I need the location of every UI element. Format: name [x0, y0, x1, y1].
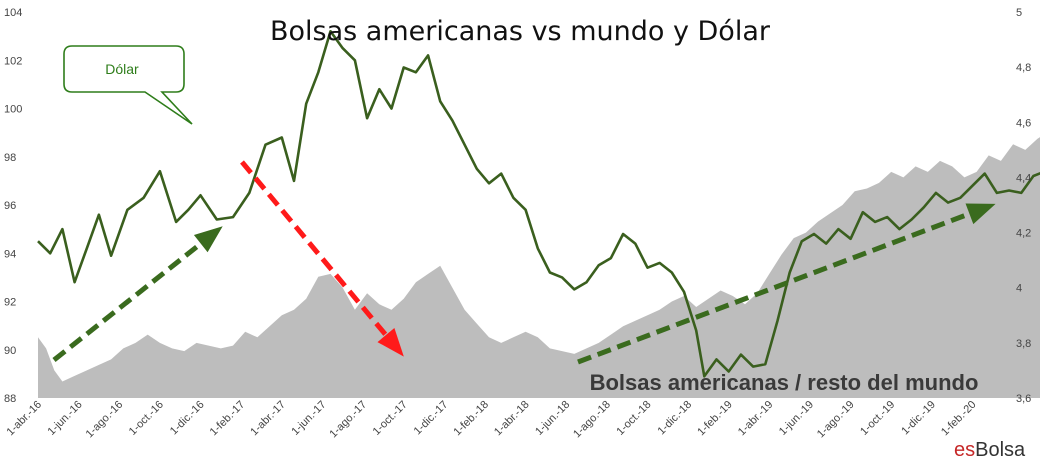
x-tick-label: 1-jun.-16 — [46, 399, 85, 438]
chart-title: Bolsas americanas vs mundo y Dólar — [270, 16, 771, 47]
left-tick-label: 100 — [4, 104, 22, 116]
brand-name: Bolsa — [975, 439, 1026, 461]
area-series-layer — [38, 137, 1040, 398]
x-tick-label: 1-abr.-19 — [736, 399, 776, 439]
x-tick-label: 1-jun.-18 — [533, 399, 572, 438]
callout-label: Dólar — [105, 61, 139, 77]
right-axis-ticks: 3,6 3,8 4 4,2 4,4 4,6 4,8 5 — [1016, 7, 1031, 405]
x-tick-label: 1-feb.-17 — [208, 399, 248, 439]
left-tick-label: 92 — [4, 297, 16, 309]
left-tick-label: 90 — [4, 345, 16, 357]
right-tick-label: 3,6 — [1016, 393, 1031, 405]
brand-logo: esBolsa — [954, 439, 1026, 461]
x-tick-label: 1-dic.-19 — [899, 399, 938, 438]
x-tick-label: 1-feb.-19 — [695, 399, 735, 439]
x-tick-label: 1-jun.-17 — [289, 399, 328, 438]
area-series — [38, 137, 1040, 398]
x-tick-label: 1-dic.-18 — [655, 399, 694, 438]
x-tick-label: 1-abr.-17 — [248, 399, 288, 439]
dolar-line — [37, 30, 1040, 378]
brand-es: es — [954, 439, 975, 461]
line-series-layer — [37, 30, 1040, 378]
svg-text:esBolsa: esBolsa — [954, 439, 1026, 461]
x-tick-label: 1-ago.-16 — [84, 399, 126, 441]
x-tick-label: 1-abr.-18 — [492, 399, 532, 439]
x-tick-label: 1-dic.-17 — [412, 399, 451, 438]
left-axis-ticks: 88 90 92 94 96 98 100 102 104 — [4, 7, 22, 405]
green-arrow-right-head — [965, 203, 996, 225]
callout-bubble — [63, 45, 193, 125]
trend-arrows — [52, 160, 996, 365]
x-tick-label: 1-feb.-18 — [451, 399, 491, 439]
x-tick-label: 1-oct.-19 — [858, 399, 897, 438]
left-tick-label: 98 — [4, 152, 16, 164]
x-tick-label: 1-ago.-18 — [571, 399, 613, 441]
left-tick-label: 88 — [4, 393, 16, 405]
left-tick-label: 94 — [4, 248, 16, 260]
right-tick-label: 4,4 — [1016, 172, 1031, 184]
x-tick-label: 1-oct.-16 — [127, 399, 166, 438]
x-axis-ticks: 1-abr.-16 1-jun.-161-ago.-16 1-oct.-16 1-di… — [5, 399, 979, 441]
x-tick-label: 1-ago.-17 — [327, 399, 369, 441]
red-arrow-shaft — [240, 160, 388, 337]
red-arrow-head — [377, 328, 404, 357]
green-arrow-left-shaft — [52, 241, 203, 362]
x-tick-label: 1-ago.-19 — [815, 399, 857, 441]
x-tick-label: 1-jun.-19 — [777, 399, 816, 438]
right-tick-label: 5 — [1016, 7, 1022, 19]
dolar-callout: Dólar — [63, 45, 193, 125]
green-arrow-left-head — [193, 226, 223, 253]
area-series-label: Bolsas americanas / resto del mundo — [590, 370, 979, 395]
right-tick-label: 4,6 — [1016, 117, 1031, 129]
right-tick-label: 4,2 — [1016, 228, 1031, 240]
right-tick-label: 4,8 — [1016, 62, 1031, 74]
left-tick-label: 104 — [4, 7, 22, 19]
green-arrow-right-shaft — [577, 211, 971, 365]
x-tick-label: 1-oct.-18 — [614, 399, 653, 438]
right-tick-label: 4 — [1016, 283, 1022, 295]
x-tick-label: 1-dic.-16 — [168, 399, 207, 438]
x-tick-label: 1-feb.-20 — [939, 399, 979, 439]
left-tick-label: 102 — [4, 55, 22, 67]
left-tick-label: 96 — [4, 200, 16, 212]
right-tick-label: 3,8 — [1016, 338, 1031, 350]
x-tick-label: 1-oct.-17 — [371, 399, 410, 438]
